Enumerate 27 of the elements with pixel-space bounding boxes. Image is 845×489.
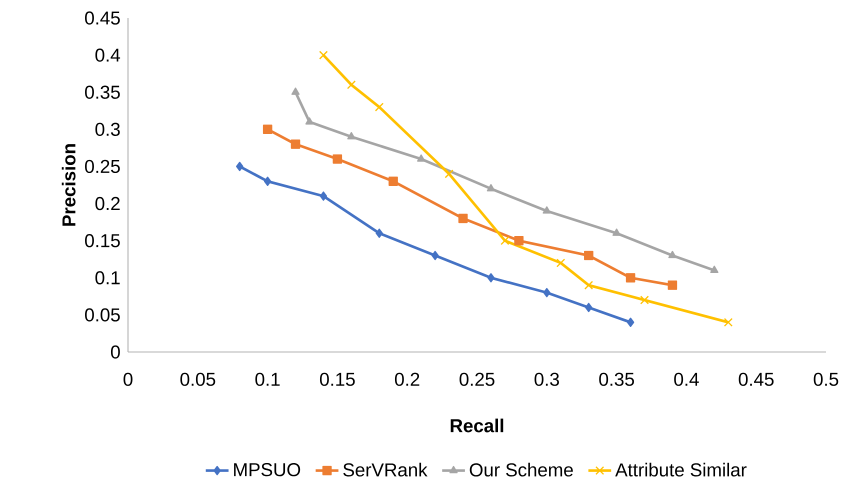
x-tick-label: 0.25: [460, 372, 494, 386]
x-tick-label: 0.1: [255, 372, 280, 386]
y-tick-label: 0: [110, 345, 120, 359]
y-tick-label: 0.2: [95, 196, 120, 210]
y-tick-label: 0.25: [85, 160, 120, 174]
y-tick-label: 0.15: [85, 234, 120, 248]
x-tick-label: 0.05: [180, 372, 216, 386]
legend-label: Attribute Similar: [615, 462, 747, 477]
x-tick-label: 0.35: [599, 372, 634, 386]
x-tick-label: 0.15: [320, 372, 355, 386]
y-tick-label: 0.1: [95, 271, 120, 284]
x-tick-label: 0.3: [534, 372, 559, 386]
y-tick-label: 0.45: [85, 11, 120, 25]
x-tick-label: 0.4: [674, 372, 699, 386]
y-tick-label: 0.35: [85, 86, 120, 99]
legend-label: Our Scheme: [470, 462, 573, 477]
y-tick-label: 0.4: [95, 48, 120, 62]
x-tick-label: 0.2: [394, 372, 420, 386]
legend-label: MPSUO: [234, 463, 300, 476]
x-axis-title: Recall: [450, 418, 504, 432]
x-tick-label: 0.45: [738, 372, 774, 386]
x-tick-label: 0.5: [814, 372, 838, 386]
y-axis-title: Precision: [62, 144, 76, 226]
x-tick-label: 0: [124, 372, 132, 386]
y-tick-label: 0.05: [85, 308, 120, 322]
y-tick-label: 0.3: [95, 122, 120, 136]
legend-label: SerVRank: [343, 462, 428, 477]
